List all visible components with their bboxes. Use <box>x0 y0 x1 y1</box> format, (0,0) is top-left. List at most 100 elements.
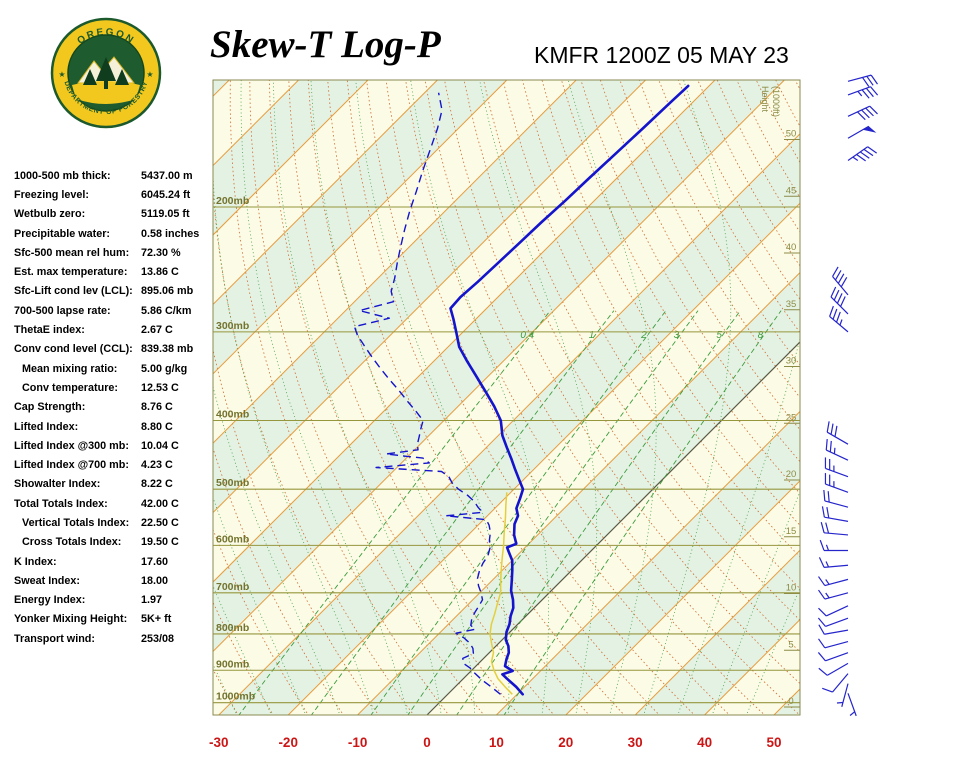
moist-adiabat <box>410 80 549 715</box>
pressure-label: 500mb <box>216 477 249 489</box>
wind-barb-half <box>836 701 844 704</box>
height-axis-title: Height <box>760 86 770 113</box>
dry-adiabat <box>268 80 520 715</box>
stat-label: Freezing level: <box>14 188 90 201</box>
wind-barb-full <box>829 305 834 317</box>
stat-row: Total Totals Index: 42.00 C <box>14 494 214 513</box>
wind-barb-full <box>830 423 834 435</box>
stat-label: Lifted Index @700 mb: <box>14 459 129 472</box>
wind-barb-full <box>834 270 842 281</box>
wind-barb-full <box>827 491 830 503</box>
dry-adiabat <box>405 80 766 715</box>
isotherm <box>496 410 800 715</box>
wind-barb-half <box>825 579 830 585</box>
wind-barb-full <box>832 308 838 320</box>
mixing-ratio-line <box>407 310 699 715</box>
stat-row: Wetbulb zero: 5119.05 ft <box>14 205 214 224</box>
station-datetime: KMFR 1200Z 05 MAY 23 <box>534 42 789 68</box>
stat-value: 19.50 C <box>141 536 179 549</box>
stat-value: 2.67 C <box>141 324 173 337</box>
stat-value: 10.04 C <box>141 439 179 452</box>
stat-value: 4.23 C <box>141 459 173 472</box>
stat-row: Showalter Index: 8.22 C <box>14 475 214 494</box>
height-axis-units: (1000ft) <box>771 86 781 117</box>
wind-barb-flag <box>862 126 877 133</box>
wind-barb-full <box>829 440 832 452</box>
stat-row: Freezing level: 6045.24 ft <box>14 185 214 204</box>
stat-value: 6045.24 ft <box>141 188 191 201</box>
dry-adiabat <box>327 80 625 715</box>
stat-label: Est. max temperature: <box>14 266 128 279</box>
stat-value: 1.97 <box>141 594 163 607</box>
stat-value: 5K+ ft <box>141 613 172 626</box>
wind-barb-staff <box>826 662 849 676</box>
stat-value: 5119.05 ft <box>141 208 190 221</box>
wind-barb-staff <box>824 629 849 635</box>
dry-adiabat <box>522 80 800 558</box>
temp-tick-label: 0 <box>423 735 431 750</box>
stat-row: Sfc-Lift cond lev (LCL): 895.06 mb <box>14 282 214 301</box>
stat-label: 700-500 lapse rate: <box>14 304 111 317</box>
stat-value: 8.80 C <box>141 420 173 433</box>
wind-barb-staff <box>824 532 849 536</box>
mixing-ratio-label: 5 <box>716 330 722 341</box>
stat-row: Sweat Index: 18.00 <box>14 571 214 590</box>
height-tick-label: 35 <box>786 299 797 310</box>
isotherm <box>357 271 800 715</box>
stat-label: Lifted Index: <box>14 420 79 433</box>
wind-barb-full <box>833 289 840 301</box>
stat-row: Lifted Index @300 mb: 10.04 C <box>14 436 214 455</box>
dry-adiabat <box>229 80 450 715</box>
mixing-ratio-label: 8 <box>758 330 764 341</box>
wind-barb-full <box>863 148 874 157</box>
stat-row: Vertical Totals Index: 22.50 C <box>14 513 214 532</box>
stat-value: 12.53 C <box>141 381 179 394</box>
pressure-label: 300mb <box>216 320 249 332</box>
wind-barb-full <box>869 105 878 115</box>
isotherm <box>213 80 577 444</box>
temp-tick-label: 30 <box>628 735 643 750</box>
stat-value: 72.30 % <box>141 246 181 259</box>
logo-tree-center <box>96 57 116 81</box>
dry-adiabat <box>249 80 485 715</box>
wind-barb-staff <box>841 683 849 707</box>
moist-adiabat <box>677 336 800 715</box>
stat-label: Cap Strength: <box>14 401 86 414</box>
stat-row: Cross Totals Index: 19.50 C <box>14 533 214 552</box>
stat-label: Conv temperature: <box>22 381 118 394</box>
temp-tick-label: 50 <box>766 735 781 750</box>
temp-tick-label: -10 <box>348 735 368 750</box>
odf-logo: OREGON DEPARTMENT OF FORESTRY ★ ★ <box>50 17 162 129</box>
stat-value: 8.22 C <box>141 478 173 491</box>
stat-row: Transport wind: 253/08 <box>14 629 214 648</box>
logo-star-left-icon: ★ <box>58 70 65 79</box>
stat-row: Conv cond level (CCL): 839.38 mb <box>14 340 214 359</box>
height-tick-label: 0 <box>788 696 793 707</box>
wetbulb-trace <box>489 492 513 695</box>
stat-label: Wetbulb zero: <box>14 208 86 221</box>
wind-barb-staff <box>832 673 849 693</box>
wind-barb-full <box>861 89 870 99</box>
stat-value: 0.58 inches <box>141 227 200 240</box>
stat-label: Showalter Index: <box>14 478 101 491</box>
stat-label: Lifted Index @300 mb: <box>14 439 129 452</box>
stats-panel: 1000-500 mb thick: 5437.00 m Freezing leve… <box>14 166 214 648</box>
wind-barb-half <box>849 711 856 716</box>
wind-barb-half <box>825 544 830 551</box>
dry-adiabat <box>775 80 800 128</box>
height-tick-label: 45 <box>786 185 797 196</box>
stat-value: 5437.00 m <box>141 169 193 182</box>
wind-barb-full <box>870 74 878 85</box>
wind-barb-staff <box>829 315 849 333</box>
stat-value: 18.00 <box>141 574 169 587</box>
height-tick-label: 15 <box>786 526 797 537</box>
logo-star-right-icon: ★ <box>146 70 153 79</box>
mixing-ratio-line <box>310 310 615 715</box>
height-tick-label: 10 <box>786 583 797 594</box>
wind-barb-half <box>857 90 863 97</box>
wind-barb-staff <box>825 449 849 461</box>
wind-barb-staff <box>824 500 849 508</box>
isotherm <box>213 80 508 375</box>
stat-row: ThetaE index: 2.67 C <box>14 320 214 339</box>
dewpoint-trace <box>353 92 501 695</box>
